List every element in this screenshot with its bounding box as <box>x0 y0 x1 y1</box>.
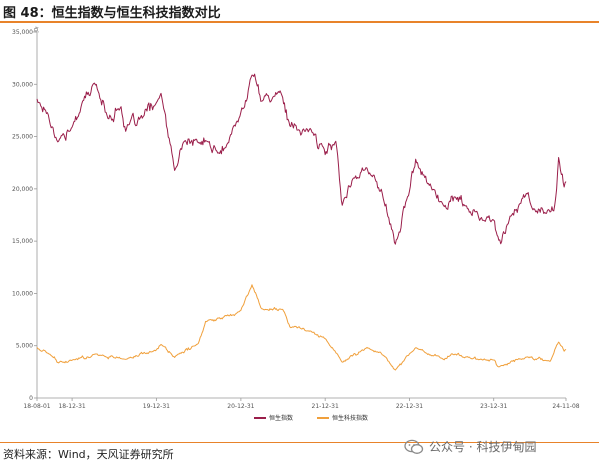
wechat-icon <box>404 439 424 454</box>
legend-label: 恒生指数 <box>269 414 293 422</box>
x-tick-label: 19-12-31 <box>143 403 170 410</box>
y-tick-label: 25,000 <box>12 134 33 141</box>
watermark-text: 公众号 · 科技伊甸园 <box>429 440 537 454</box>
x-tick-label: 23-12-31 <box>480 403 507 410</box>
y-tick-label: 10,000 <box>12 290 33 297</box>
x-tick-label: 22-12-31 <box>396 403 423 410</box>
chart: 点 0 5,000 10,000 15,000 20,000 25,000 30,000 35… <box>12 26 580 422</box>
footer-rule <box>0 442 599 443</box>
series-line-hstech <box>36 284 567 371</box>
x-axis: 18-08-01 18-12-31 19-12-31 20-12-31 21-12-31… <box>23 397 580 410</box>
y-axis: 0 5,000 10,000 15,000 20,000 25,000 30,000 35,0… <box>12 29 38 402</box>
y-tick-label: 15,000 <box>12 238 33 245</box>
x-tick-label: 20-12-31 <box>227 403 254 410</box>
x-tick-label: 18-08-01 <box>23 403 50 410</box>
y-tick-label: 20,000 <box>12 186 33 193</box>
page-title: 图 48：恒生指数与恒生科技指数对比 <box>3 6 221 21</box>
series-layer <box>36 73 567 371</box>
watermark: 公众号 · 科技伊甸园 <box>404 438 536 455</box>
x-tick-label: 21-12-31 <box>312 403 339 410</box>
title-rule <box>0 21 599 23</box>
y-tick-label: 35,000 <box>12 29 33 36</box>
y-tick-label: 0 <box>29 395 33 402</box>
source-note: 资料来源：Wind，天风证券研究所 <box>3 448 174 461</box>
legend: 恒生指数 恒生科技指数 <box>254 414 368 422</box>
series-line-hsi <box>36 73 567 245</box>
x-tick-label: 18-12-31 <box>58 403 85 410</box>
legend-label: 恒生科技指数 <box>332 414 368 422</box>
x-tick-label: 24-11-08 <box>552 403 579 410</box>
y-axis-unit-label: 点 <box>33 26 39 34</box>
y-tick-label: 5,000 <box>16 343 33 350</box>
y-tick-label: 30,000 <box>12 81 33 88</box>
